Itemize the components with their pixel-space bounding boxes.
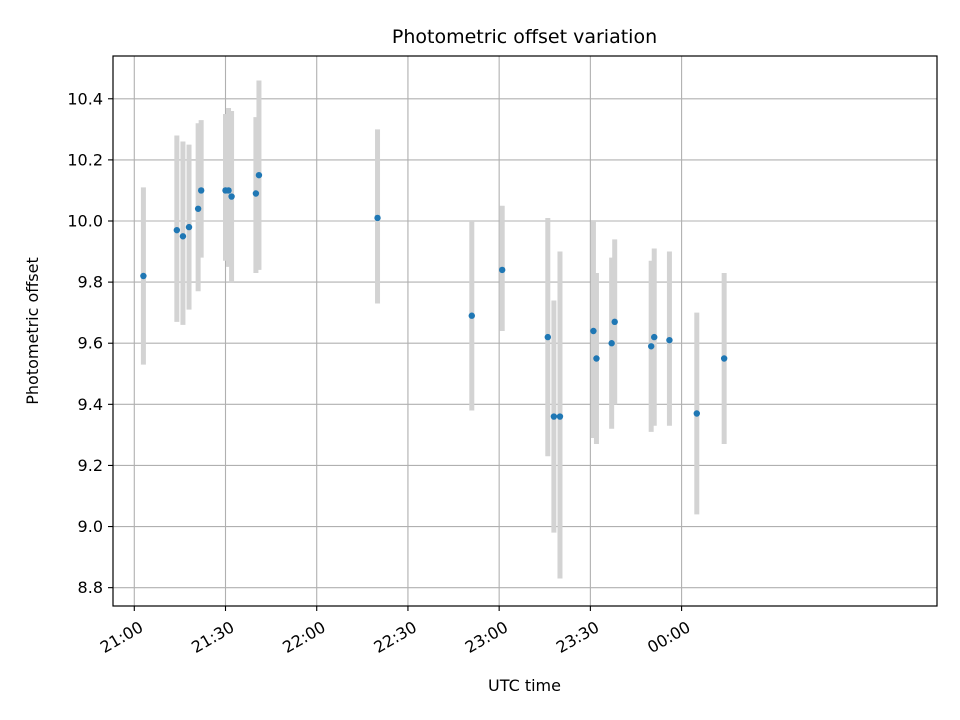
y-axis-label: Photometric offset [23,257,42,405]
data-point [693,410,700,417]
data-point [194,205,202,212]
data-point [374,214,381,222]
y-tick-label: 10.2 [67,150,103,169]
y-tick-label: 9.4 [78,395,103,414]
y-axis-ticks: 8.8 9.0 9.2 9.4 9.6 9.8 10.0 10.2 10.4 [67,89,113,597]
data-point [590,327,597,335]
y-tick-label: 10.4 [67,89,103,108]
y-tick-label: 9.0 [78,517,103,536]
data-point [651,333,658,341]
y-tick-label: 10.0 [67,212,103,231]
data-points [140,171,728,420]
data-point [252,190,260,197]
data-point [228,193,235,200]
data-point [225,187,232,194]
data-point [647,343,655,350]
data-point [185,223,193,231]
data-point [255,171,263,179]
y-tick-label: 9.2 [78,456,103,475]
data-point [179,233,187,240]
data-point [720,355,728,362]
data-point [197,187,205,194]
data-point [468,312,475,319]
data-point [498,266,506,274]
data-point [173,226,181,234]
chart-title: Photometric offset variation [392,26,657,48]
data-point [611,318,618,326]
data-point [593,355,600,362]
y-tick-label: 9.6 [78,334,103,353]
data-point [608,340,615,347]
data-point [140,272,147,280]
data-point [550,413,558,420]
data-point [544,333,552,341]
y-tick-label: 9.8 [78,273,103,292]
grid [113,56,937,606]
x-axis-label: UTC time [488,676,561,695]
plot-frame [112,55,938,607]
data-point [666,336,673,344]
data-point [556,413,564,420]
y-tick-label: 8.8 [78,578,103,597]
